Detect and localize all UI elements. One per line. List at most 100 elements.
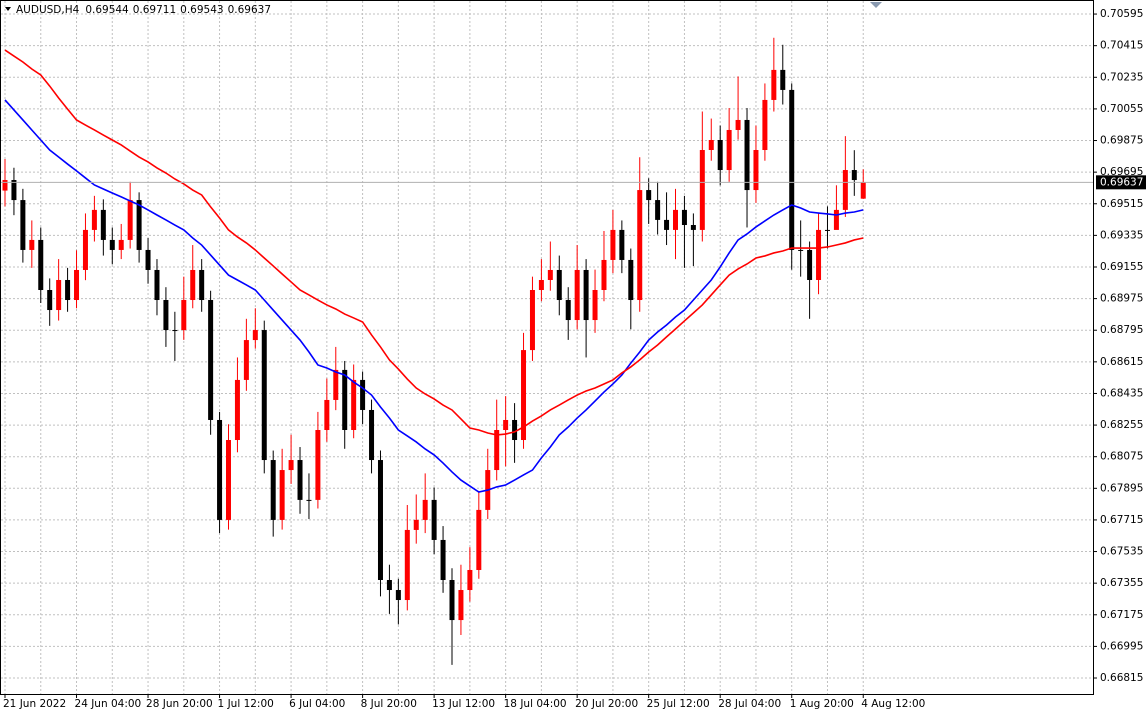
candle-body — [574, 269, 580, 321]
candle-body — [699, 150, 705, 230]
header-high: 0.69711 — [133, 4, 176, 16]
candle-body — [100, 209, 106, 240]
y-tick-label: 0.70415 — [1100, 40, 1143, 52]
candle-body — [190, 269, 196, 301]
candle-body — [529, 290, 535, 351]
candle-body — [91, 209, 97, 230]
y-tick-label: 0.67535 — [1100, 546, 1143, 558]
candle-body — [226, 440, 231, 520]
candle-body — [664, 219, 670, 230]
candle-body — [252, 330, 258, 341]
candle-body — [181, 300, 187, 331]
y-tick-label: 0.68435 — [1100, 387, 1143, 399]
candle-body — [592, 290, 598, 321]
y-tick-label: 0.68075 — [1100, 451, 1143, 463]
candle-body — [610, 229, 616, 260]
header-low: 0.69543 — [180, 4, 223, 16]
candle-body — [851, 170, 857, 181]
candle-body — [556, 269, 562, 301]
x-tick-label: 18 Jul 04:00 — [504, 698, 567, 710]
candle-body — [386, 580, 392, 591]
candle-body — [467, 569, 473, 591]
candle-body — [413, 519, 419, 530]
candle-body — [824, 229, 830, 231]
candle-body — [807, 249, 813, 280]
candle-body — [333, 369, 339, 400]
candle-body — [172, 330, 178, 332]
candle-body — [717, 139, 723, 171]
candle-body — [494, 429, 500, 471]
y-tick-label: 0.66995 — [1100, 640, 1143, 652]
candle-body — [127, 200, 133, 240]
y-tick-label: 0.69875 — [1100, 135, 1143, 147]
candle-body — [744, 119, 750, 191]
candle-body — [217, 419, 223, 520]
x-tick-label: 21 Jun 2022 — [3, 698, 66, 710]
y-tick-label: 0.67715 — [1100, 514, 1143, 526]
y-tick-label: 0.69695 — [1100, 166, 1143, 178]
candle-body — [860, 182, 866, 199]
candle-body — [655, 200, 661, 220]
x-tick-label: 20 Jul 20:00 — [575, 698, 638, 710]
y-tick-label: 0.67175 — [1100, 609, 1143, 621]
candle-body — [422, 499, 428, 520]
candle-body — [29, 239, 35, 250]
candle-body — [628, 259, 634, 301]
candle-body — [261, 330, 267, 461]
candle-body — [673, 209, 678, 230]
candle-body — [163, 300, 169, 331]
candle-body — [780, 69, 786, 90]
grid — [1, 1, 1093, 694]
candle-body — [565, 300, 571, 321]
plot — [1, 37, 1093, 665]
x-tick-label: 8 Jul 20:00 — [361, 698, 417, 710]
candle-body — [56, 279, 62, 311]
candle-body — [538, 279, 544, 291]
y-tick-label: 0.68255 — [1100, 419, 1143, 431]
y-tick-label: 0.69335 — [1100, 229, 1143, 241]
candle-body — [154, 269, 160, 301]
candle-body — [74, 269, 80, 301]
x-tick-label: 28 Jul 04:00 — [718, 698, 781, 710]
candle-body — [395, 590, 401, 601]
candle-body — [735, 119, 741, 130]
candle-body — [619, 229, 625, 260]
price-label-bg — [1096, 175, 1146, 190]
y-tick-label: 0.70235 — [1100, 71, 1143, 83]
candle-body — [753, 150, 759, 191]
candle-body — [377, 460, 383, 581]
y-tick-label: 0.69155 — [1100, 261, 1143, 273]
candle-body — [369, 409, 375, 461]
candle-body — [440, 539, 446, 581]
x-tick-label: 1 Jul 12:00 — [218, 698, 274, 710]
candle-body — [315, 429, 321, 500]
candle-body — [798, 249, 804, 251]
candle-body — [762, 99, 768, 151]
candle-body — [816, 229, 822, 280]
x-tick-label: 4 Aug 12:00 — [861, 698, 925, 710]
candle-body — [681, 209, 687, 226]
axes: 0.70595 0.70415 0.70235 0.70055 0.69875 0.696… — [3, 8, 1146, 710]
y-tick-label: 0.67895 — [1100, 482, 1143, 494]
candle-body — [771, 69, 777, 100]
plot-frame — [0, 0, 1094, 695]
candle-body — [360, 379, 366, 410]
candle-body — [637, 190, 643, 301]
shift-marker — [870, 2, 882, 8]
candle-body — [601, 259, 607, 291]
candle-body — [109, 239, 115, 250]
x-tick-label: 13 Jul 12:00 — [432, 698, 495, 710]
candle-body — [842, 170, 848, 210]
candle-body — [2, 180, 8, 191]
candle-body — [726, 129, 732, 171]
x-tick-label: 1 Aug 20:00 — [790, 698, 854, 710]
candle-body — [547, 269, 553, 280]
candle-body — [20, 200, 26, 250]
symbol-menu-icon — [5, 7, 11, 11]
candle-body — [351, 379, 357, 430]
candle-body — [243, 340, 249, 380]
candle-body — [324, 399, 330, 430]
candle-body — [306, 499, 312, 501]
candle-body — [503, 419, 509, 430]
